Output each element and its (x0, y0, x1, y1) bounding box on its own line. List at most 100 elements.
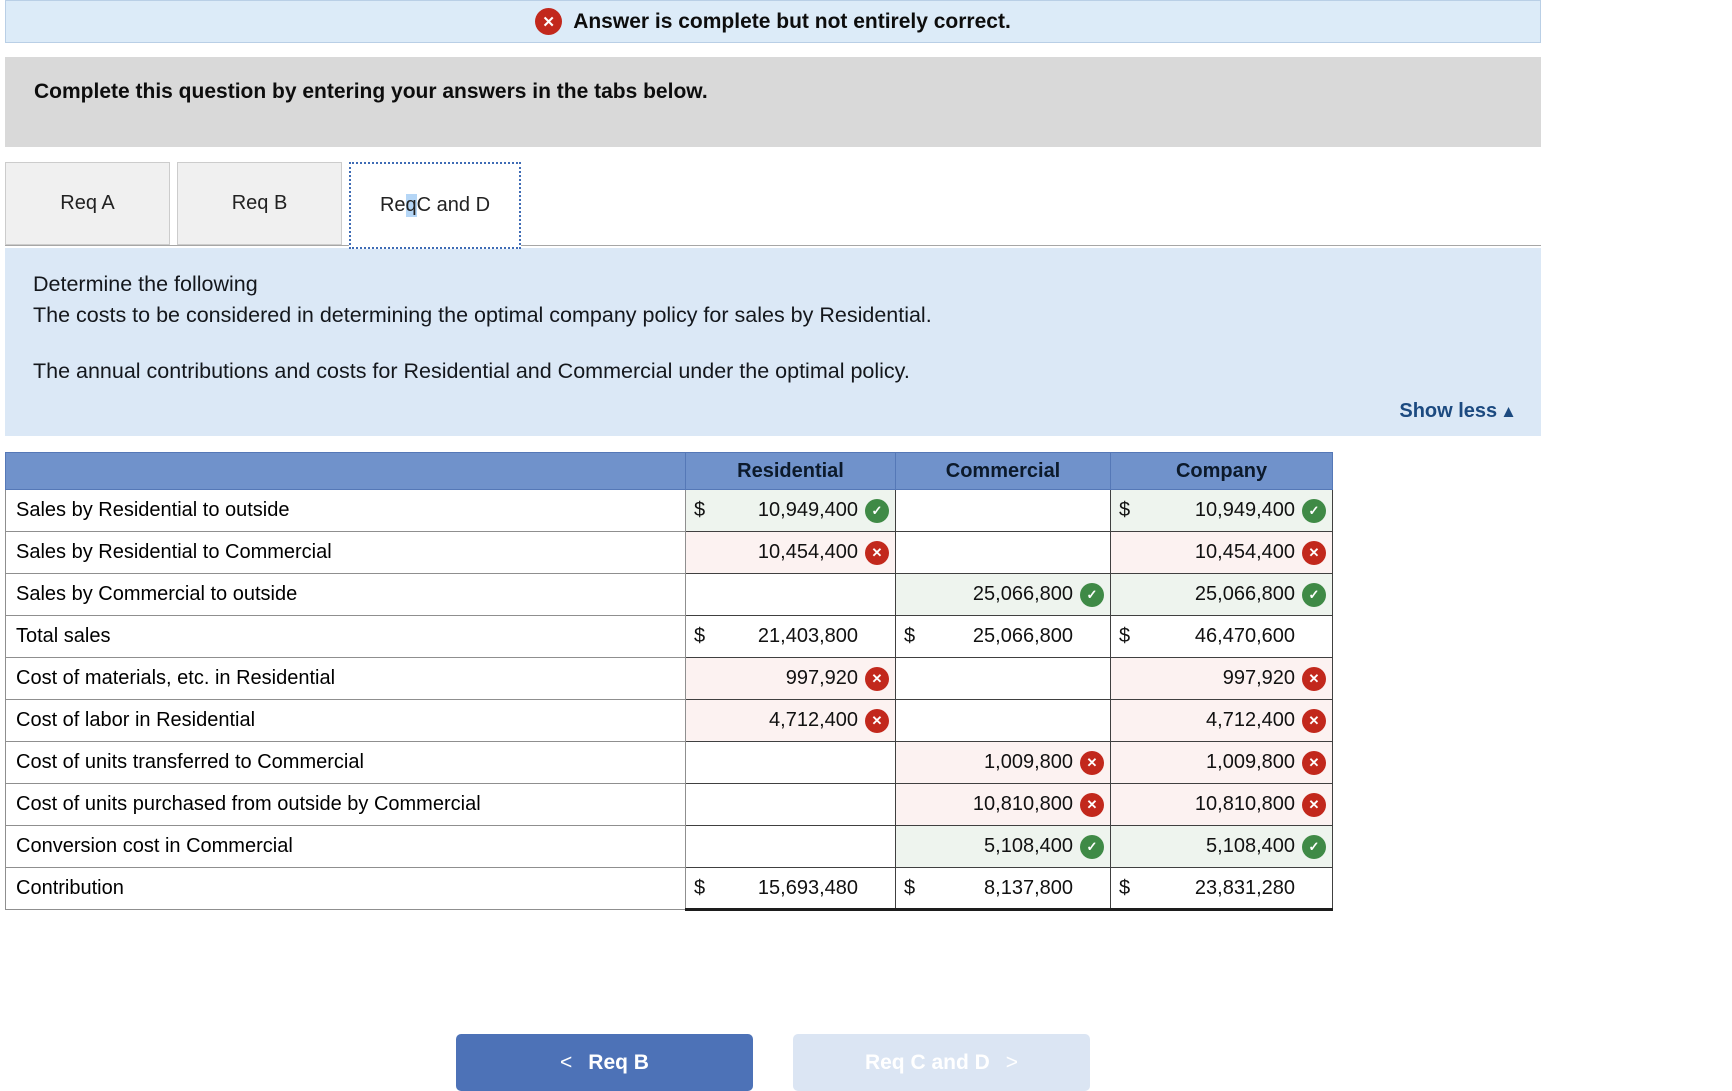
currency-symbol: $ (904, 876, 916, 899)
cell-content: $8,137,800 (896, 868, 1110, 908)
question-panel: Determine the following The costs to be … (5, 248, 1541, 436)
cell-value: 5,108,400 (984, 835, 1073, 857)
row-label: Conversion cost in Commercial (5, 825, 686, 868)
column-header-company: Company (1110, 452, 1333, 490)
row-label: Sales by Residential to outside (5, 489, 686, 532)
chevron-left-icon: < (560, 1050, 573, 1074)
currency-symbol: $ (1119, 876, 1131, 899)
cell-content: $25,066,800 (896, 616, 1110, 657)
prev-req-b-button[interactable]: < Req B (456, 1034, 753, 1091)
question-spacer (33, 331, 1513, 356)
cell-value: 5,108,400 (1206, 835, 1295, 857)
cell-content: $10,949,400 ✓ (686, 490, 895, 531)
cell-value: 10,810,800 (972, 793, 1073, 815)
value-cell: 997,920 ✕ (1110, 657, 1333, 700)
cell-content (896, 532, 1110, 573)
cell-content: 1,009,800 ✕ (1111, 742, 1332, 783)
cell-content (686, 826, 895, 867)
cell-value: 10,454,400 (1194, 541, 1295, 563)
up-arrow-icon: ▲ (1500, 402, 1517, 421)
question-line-3: The annual contributions and costs for R… (33, 359, 910, 383)
cell-value: 10,454,400 (757, 541, 858, 563)
value-cell (895, 531, 1111, 574)
value-cell: 10,810,800 ✕ (1110, 783, 1333, 826)
currency-symbol: $ (904, 625, 916, 647)
row-label: Sales by Commercial to outside (5, 573, 686, 616)
table-header-row: Residential Commercial Company (5, 452, 1333, 490)
tab-req-a[interactable]: Req A (5, 162, 170, 245)
cell-value: 10,810,800 (1194, 793, 1295, 815)
cell-content: $21,403,800 (686, 616, 895, 657)
value-cell (685, 741, 896, 784)
next-button-label: Req C and D (864, 1050, 990, 1074)
cell-content: 10,810,800 ✕ (1111, 784, 1332, 825)
table-row: Total sales $21,403,800 $25,066,800 $46,470… (5, 615, 1333, 658)
cell-content: 10,810,800 ✕ (896, 784, 1110, 825)
table-row: Contribution $15,693,480 $8,137,800 $23,831… (5, 867, 1333, 911)
column-header-commercial: Commercial (895, 452, 1111, 490)
value-cell (895, 489, 1111, 532)
prev-button-label: Req B (588, 1050, 649, 1074)
cell-value: 1,009,800 (1206, 751, 1295, 773)
row-label: Cost of materials, etc. in Residential (5, 657, 686, 700)
incorrect-icon: ✕ (865, 666, 889, 691)
cell-value: 15,693,480 (757, 876, 858, 899)
correct-icon: ✓ (1080, 834, 1104, 859)
value-cell: $10,949,400 ✓ (1110, 489, 1333, 532)
correct-icon: ✓ (1302, 834, 1326, 859)
value-cell: 5,108,400 ✓ (895, 825, 1111, 868)
value-cell: $10,949,400 ✓ (685, 489, 896, 532)
cell-content: 4,712,400 ✕ (1111, 700, 1332, 741)
cell-content: $23,831,280 (1111, 868, 1332, 908)
cell-value: 1,009,800 (984, 751, 1073, 773)
incorrect-icon: ✕ (1080, 792, 1104, 817)
prompt-bar-text: Complete this question by entering your … (34, 80, 708, 103)
tab-label: C and D (416, 194, 491, 216)
value-cell: $21,403,800 (685, 615, 896, 658)
incorrect-icon: ✕ (1080, 750, 1104, 775)
correct-icon: ✓ (1080, 582, 1104, 607)
table-row: Sales by Residential to Commercial 10,454… (5, 531, 1333, 574)
value-cell: 25,066,800 ✓ (1110, 573, 1333, 616)
value-cell (895, 699, 1111, 742)
error-icon: ✕ (535, 8, 563, 35)
value-cell: 4,712,400 ✕ (1110, 699, 1333, 742)
value-cell (685, 783, 896, 826)
value-cell: 997,920 ✕ (685, 657, 896, 700)
show-less-label: Show less (1399, 400, 1498, 422)
cell-value: 8,137,800 (984, 876, 1073, 899)
cell-value: 4,712,400 (1206, 709, 1295, 731)
tab-req-b[interactable]: Req B (177, 162, 342, 245)
show-less-link[interactable]: Show less ▲ (1399, 400, 1517, 423)
cell-value: 10,949,400 (1194, 499, 1295, 521)
cell-content: 997,920 ✕ (1111, 658, 1332, 699)
correct-icon: ✓ (865, 498, 889, 523)
currency-symbol: $ (694, 625, 706, 647)
row-label: Total sales (5, 615, 686, 658)
value-cell: $25,066,800 (895, 615, 1111, 658)
next-req-c-d-button[interactable]: Req C and D > (793, 1034, 1090, 1091)
cell-content: 4,712,400 ✕ (686, 700, 895, 741)
table-row: Sales by Commercial to outside 25,066,800… (5, 573, 1333, 616)
column-header-residential: Residential (685, 452, 896, 490)
currency-symbol: $ (1119, 625, 1131, 647)
value-cell: $8,137,800 (895, 867, 1111, 911)
cell-content (686, 574, 895, 615)
incorrect-icon: ✕ (1302, 792, 1326, 817)
incorrect-icon: ✕ (865, 540, 889, 565)
tab-label: Re (379, 194, 406, 216)
value-cell: 4,712,400 ✕ (685, 699, 896, 742)
row-label: Contribution (5, 867, 686, 910)
incorrect-icon: ✕ (865, 708, 889, 733)
incorrect-icon: ✕ (1302, 666, 1326, 691)
value-cell: 10,454,400 ✕ (1110, 531, 1333, 574)
incorrect-icon: ✕ (1302, 540, 1326, 565)
table-row: Cost of units transferred to Commercial 1… (5, 741, 1333, 784)
table-row: Cost of units purchased from outside by … (5, 783, 1333, 826)
tab-req-c-and-d[interactable]: Re q C and D (349, 162, 521, 249)
cell-content: $15,693,480 (686, 868, 895, 908)
value-cell: 10,454,400 ✕ (685, 531, 896, 574)
tab-bar: Req A Req B Re q C and D (5, 162, 1541, 249)
value-cell: 10,810,800 ✕ (895, 783, 1111, 826)
cell-value: 23,831,280 (1194, 876, 1295, 899)
